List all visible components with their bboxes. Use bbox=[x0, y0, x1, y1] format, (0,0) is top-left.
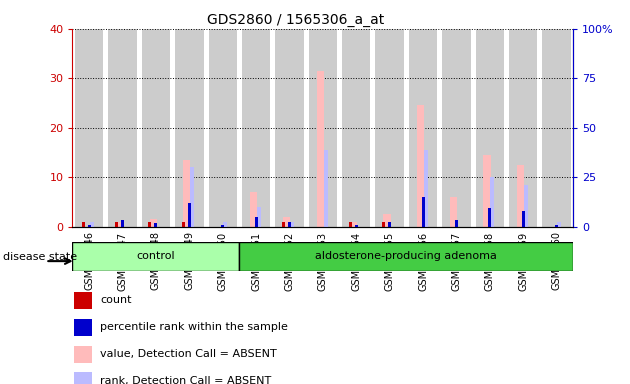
Bar bbox=[283, 217, 290, 227]
Bar bbox=[182, 222, 185, 227]
Bar bbox=[388, 222, 391, 227]
Bar bbox=[424, 150, 428, 227]
Bar bbox=[383, 214, 391, 227]
Bar bbox=[149, 222, 151, 227]
Bar bbox=[142, 29, 170, 227]
Bar bbox=[239, 242, 573, 271]
Text: disease state: disease state bbox=[3, 252, 77, 262]
Text: control: control bbox=[137, 251, 175, 262]
Bar bbox=[555, 225, 558, 227]
Bar bbox=[483, 155, 491, 227]
Bar bbox=[522, 211, 525, 227]
Bar bbox=[290, 222, 294, 227]
Bar bbox=[316, 71, 324, 227]
Bar bbox=[409, 29, 437, 227]
Bar bbox=[249, 192, 257, 227]
Bar bbox=[188, 203, 191, 227]
Bar bbox=[375, 29, 404, 227]
Bar bbox=[74, 319, 93, 336]
Bar bbox=[355, 225, 358, 227]
Bar bbox=[121, 220, 124, 227]
Bar bbox=[74, 372, 93, 384]
Bar bbox=[476, 29, 504, 227]
Text: value, Detection Call = ABSENT: value, Detection Call = ABSENT bbox=[101, 349, 277, 359]
Bar bbox=[324, 150, 328, 227]
Bar bbox=[558, 222, 561, 227]
Text: percentile rank within the sample: percentile rank within the sample bbox=[101, 322, 289, 333]
Bar bbox=[75, 29, 103, 227]
Bar bbox=[74, 292, 93, 309]
Bar bbox=[350, 222, 357, 227]
Bar bbox=[382, 222, 385, 227]
Bar bbox=[517, 165, 524, 227]
Bar bbox=[183, 160, 190, 227]
Bar bbox=[74, 346, 93, 363]
Bar bbox=[255, 217, 258, 227]
Bar bbox=[275, 29, 304, 227]
Text: rank, Detection Call = ABSENT: rank, Detection Call = ABSENT bbox=[101, 376, 272, 384]
Bar bbox=[488, 208, 491, 227]
Bar bbox=[190, 167, 194, 227]
Bar bbox=[450, 197, 457, 227]
Bar bbox=[509, 29, 537, 227]
Bar bbox=[342, 29, 370, 227]
Text: aldosterone-producing adenoma: aldosterone-producing adenoma bbox=[316, 251, 497, 262]
Bar bbox=[416, 106, 424, 227]
Bar bbox=[349, 222, 352, 227]
Bar bbox=[224, 222, 227, 227]
Bar bbox=[524, 185, 528, 227]
Bar bbox=[491, 177, 495, 227]
Bar bbox=[154, 223, 158, 227]
Bar bbox=[72, 242, 239, 271]
Bar bbox=[108, 29, 137, 227]
Bar bbox=[88, 225, 91, 227]
Bar bbox=[421, 197, 425, 227]
Bar bbox=[288, 222, 291, 227]
Bar bbox=[542, 29, 571, 227]
Bar bbox=[90, 222, 94, 227]
Bar bbox=[309, 29, 337, 227]
Bar bbox=[221, 225, 224, 227]
Bar bbox=[442, 29, 471, 227]
Text: count: count bbox=[101, 295, 132, 306]
Bar bbox=[115, 222, 118, 227]
Bar bbox=[149, 219, 157, 227]
Bar bbox=[257, 207, 261, 227]
Text: GDS2860 / 1565306_a_at: GDS2860 / 1565306_a_at bbox=[207, 13, 385, 27]
Bar bbox=[455, 220, 458, 227]
Bar bbox=[209, 29, 237, 227]
Bar bbox=[242, 29, 270, 227]
Bar bbox=[82, 222, 84, 227]
Bar bbox=[175, 29, 203, 227]
Bar bbox=[116, 222, 123, 227]
Bar bbox=[282, 222, 285, 227]
